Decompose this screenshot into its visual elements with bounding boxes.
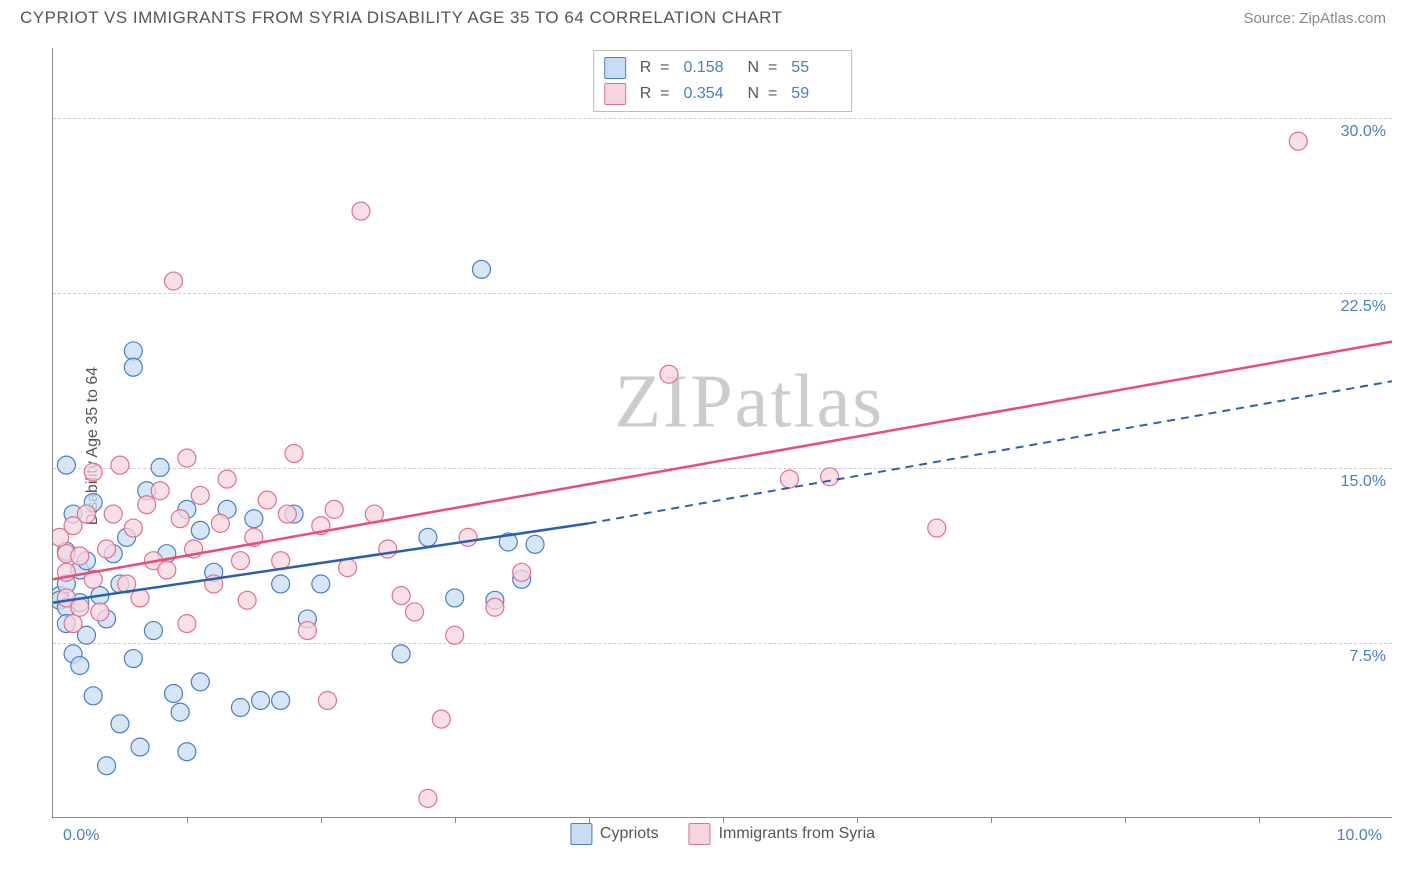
swatch-syria [604,83,626,105]
r-label: R = [640,85,670,103]
x-axis-end: 10.0% [1337,827,1382,845]
correlation-legend: R = 0.158 N = 55 R = 0.354 N = 59 [593,50,853,112]
x-tick [321,817,322,823]
legend-row-syria: R = 0.354 N = 59 [604,81,842,107]
x-tick [455,817,456,823]
chart-title: CYPRIOT VS IMMIGRANTS FROM SYRIA DISABIL… [20,8,783,28]
legend-label-cypriots: Cypriots [600,825,659,843]
n-label: N = [748,59,778,77]
legend-item-syria: Immigrants from Syria [689,823,875,845]
r-label: R = [640,59,670,77]
series-legend: Cypriots Immigrants from Syria [570,823,875,845]
n-label: N = [748,85,778,103]
x-tick [1125,817,1126,823]
legend-row-cypriots: R = 0.158 N = 55 [604,55,842,81]
n-value-syria: 59 [791,85,841,103]
legend-item-cypriots: Cypriots [570,823,659,845]
swatch-cypriots-icon [570,823,592,845]
trend-lines [53,48,1392,817]
n-value-cypriots: 55 [791,59,841,77]
r-value-cypriots: 0.158 [684,59,734,77]
swatch-cypriots [604,57,626,79]
x-axis-start: 0.0% [63,827,99,845]
r-value-syria: 0.354 [684,85,734,103]
x-tick [991,817,992,823]
x-tick [187,817,188,823]
legend-label-syria: Immigrants from Syria [719,825,875,843]
swatch-syria-icon [689,823,711,845]
plot-area: ZIPatlas R = 0.158 N = 55 R = 0.354 N = … [52,48,1392,818]
x-tick [1259,817,1260,823]
source-label: Source: ZipAtlas.com [1243,10,1386,27]
